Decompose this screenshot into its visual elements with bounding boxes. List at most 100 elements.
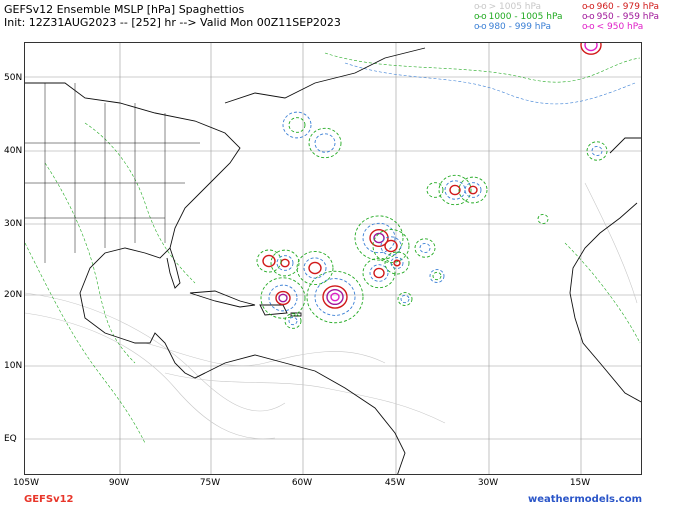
legend-entry: o-o < 950 hPa (582, 22, 643, 32)
contour-low (344, 62, 636, 105)
pressure-ring-mid-pressure (414, 238, 436, 258)
storm-spaghettio (284, 313, 302, 329)
pressure-ring-low-960 (308, 261, 322, 275)
pressure-ring-mid-pressure (288, 117, 306, 133)
lon-label-105w: 105W (12, 478, 40, 488)
pressure-ring-below-950 (584, 43, 598, 52)
contour-mid (564, 242, 641, 344)
pressure-ring-low-980 (288, 316, 298, 326)
pressure-ring-mid-pressure (362, 257, 396, 289)
land-outlines (25, 47, 641, 474)
legend-marker: o-o (582, 12, 595, 22)
lat-label-eq: EQ (4, 434, 17, 444)
storm-spaghettio (384, 251, 410, 275)
pressure-ring-mid-pressure (284, 313, 302, 329)
south-america-coast (194, 354, 406, 474)
background-contours (25, 52, 641, 444)
legend-marker: o-o (474, 22, 487, 32)
legend-label: 980 - 999 hPa (488, 22, 552, 32)
storm-spaghettio (458, 176, 488, 204)
pressure-ring-low-960 (369, 229, 389, 247)
storm-spaghettio (586, 141, 608, 161)
africa-coast (569, 202, 641, 403)
pressure-ring-mid-pressure (354, 215, 404, 261)
storm-spaghettio (372, 228, 410, 264)
pressure-ring-mid-pressure (372, 228, 410, 264)
pressure-ring-low-980 (268, 284, 298, 312)
storm-spaghettio (362, 257, 396, 289)
pressure-ring-mid-pressure (426, 182, 444, 198)
legend-label: 960 - 979 hPa (596, 2, 660, 12)
pressure-ring-mid-pressure (384, 251, 410, 275)
contour-high (164, 372, 446, 424)
pressure-ring-mid-pressure (256, 249, 282, 273)
pressure-ring-low-980 (314, 278, 356, 316)
storm-spaghettio (580, 43, 602, 55)
pressure-ring-low-960 (468, 185, 478, 195)
pressure-ring-low-980 (314, 133, 336, 153)
pressure-ring-low-960 (449, 184, 461, 196)
site-label: weathermodels.com (527, 494, 642, 505)
pressure-ring-mid-pressure (537, 213, 549, 225)
pressure-ring-mid-pressure (586, 141, 608, 161)
legend-entry: o-o 1000 - 1005 hPa (474, 12, 563, 22)
canada-maritimes (224, 47, 426, 104)
pressure-ring-low-980 (276, 255, 294, 271)
pressure-ring-low-950 (326, 288, 344, 306)
pressure-ring-low-960 (280, 258, 290, 268)
pressure-ring-low-980 (380, 236, 402, 256)
legend-label: 950 - 959 hPa (596, 12, 660, 22)
hispaniola (259, 304, 288, 316)
pressure-ring-mid-pressure (458, 176, 488, 204)
lat-label-50n: 50N (4, 73, 23, 83)
storm-spaghettio (256, 249, 282, 273)
pressure-ring-low-960 (373, 267, 385, 279)
legend-entry: o-o > 1005 hPa (474, 2, 541, 12)
legend-marker: o-o (582, 22, 595, 32)
contour-mid (324, 52, 641, 83)
north-america-coast (25, 82, 241, 379)
pressure-ring-low-960 (580, 43, 602, 55)
pressure-ring-low-960 (393, 259, 401, 267)
pressure-ring-mid-pressure (308, 127, 342, 159)
legend-label: 1000 - 1005 hPa (488, 12, 563, 22)
pressure-ring-mid-pressure (306, 270, 364, 324)
contour-high (144, 342, 386, 366)
pressure-ring-low-980 (282, 111, 312, 139)
chart-subtitle: Init: 12Z31AUG2023 -- [252] hr --> Valid… (4, 16, 341, 29)
pressure-ring-low-950 (373, 232, 385, 244)
pressure-ring-low-980 (419, 242, 431, 254)
pressure-ring-mid-pressure (260, 277, 306, 319)
pressure-ring-low-960 (262, 254, 276, 268)
cuba (189, 290, 256, 308)
lon-label-45w: 45W (384, 478, 406, 488)
storm-spaghettio (537, 213, 549, 225)
pressure-ring-low-980 (444, 180, 466, 200)
pressure-ring-below-950 (330, 292, 340, 302)
contour-mid (44, 162, 136, 364)
legend-marker: o-o (474, 2, 487, 12)
lon-label-30w: 30W (477, 478, 499, 488)
pressure-ring-low-950 (278, 293, 288, 303)
contour-high (25, 292, 286, 412)
legend-marker: o-o (474, 12, 487, 22)
pressure-ring-low-980 (591, 145, 603, 157)
pressure-ring-low-980 (390, 257, 404, 269)
storm-spaghettio (296, 250, 334, 286)
pressure-ring-low-980 (400, 294, 410, 304)
pressure-ring-low-960 (322, 285, 348, 309)
contour-mid (84, 122, 196, 284)
lat-label-30n: 30N (4, 219, 23, 229)
state-borders (25, 83, 200, 263)
pressure-ring-low-980 (303, 257, 327, 279)
storm-spaghettio (438, 174, 472, 206)
lon-label-75w: 75W (199, 478, 221, 488)
iberia (609, 137, 641, 154)
lon-label-15w: 15W (569, 478, 591, 488)
chart-title: GEFSv12 Ensemble MSLP [hPa] Spaghettios (4, 3, 245, 16)
florida (166, 247, 181, 289)
storm-spaghettio (429, 269, 445, 283)
map-canvas (25, 43, 641, 474)
pressure-ring-mid-pressure (397, 292, 413, 306)
pressure-ring-low-960 (275, 290, 291, 306)
